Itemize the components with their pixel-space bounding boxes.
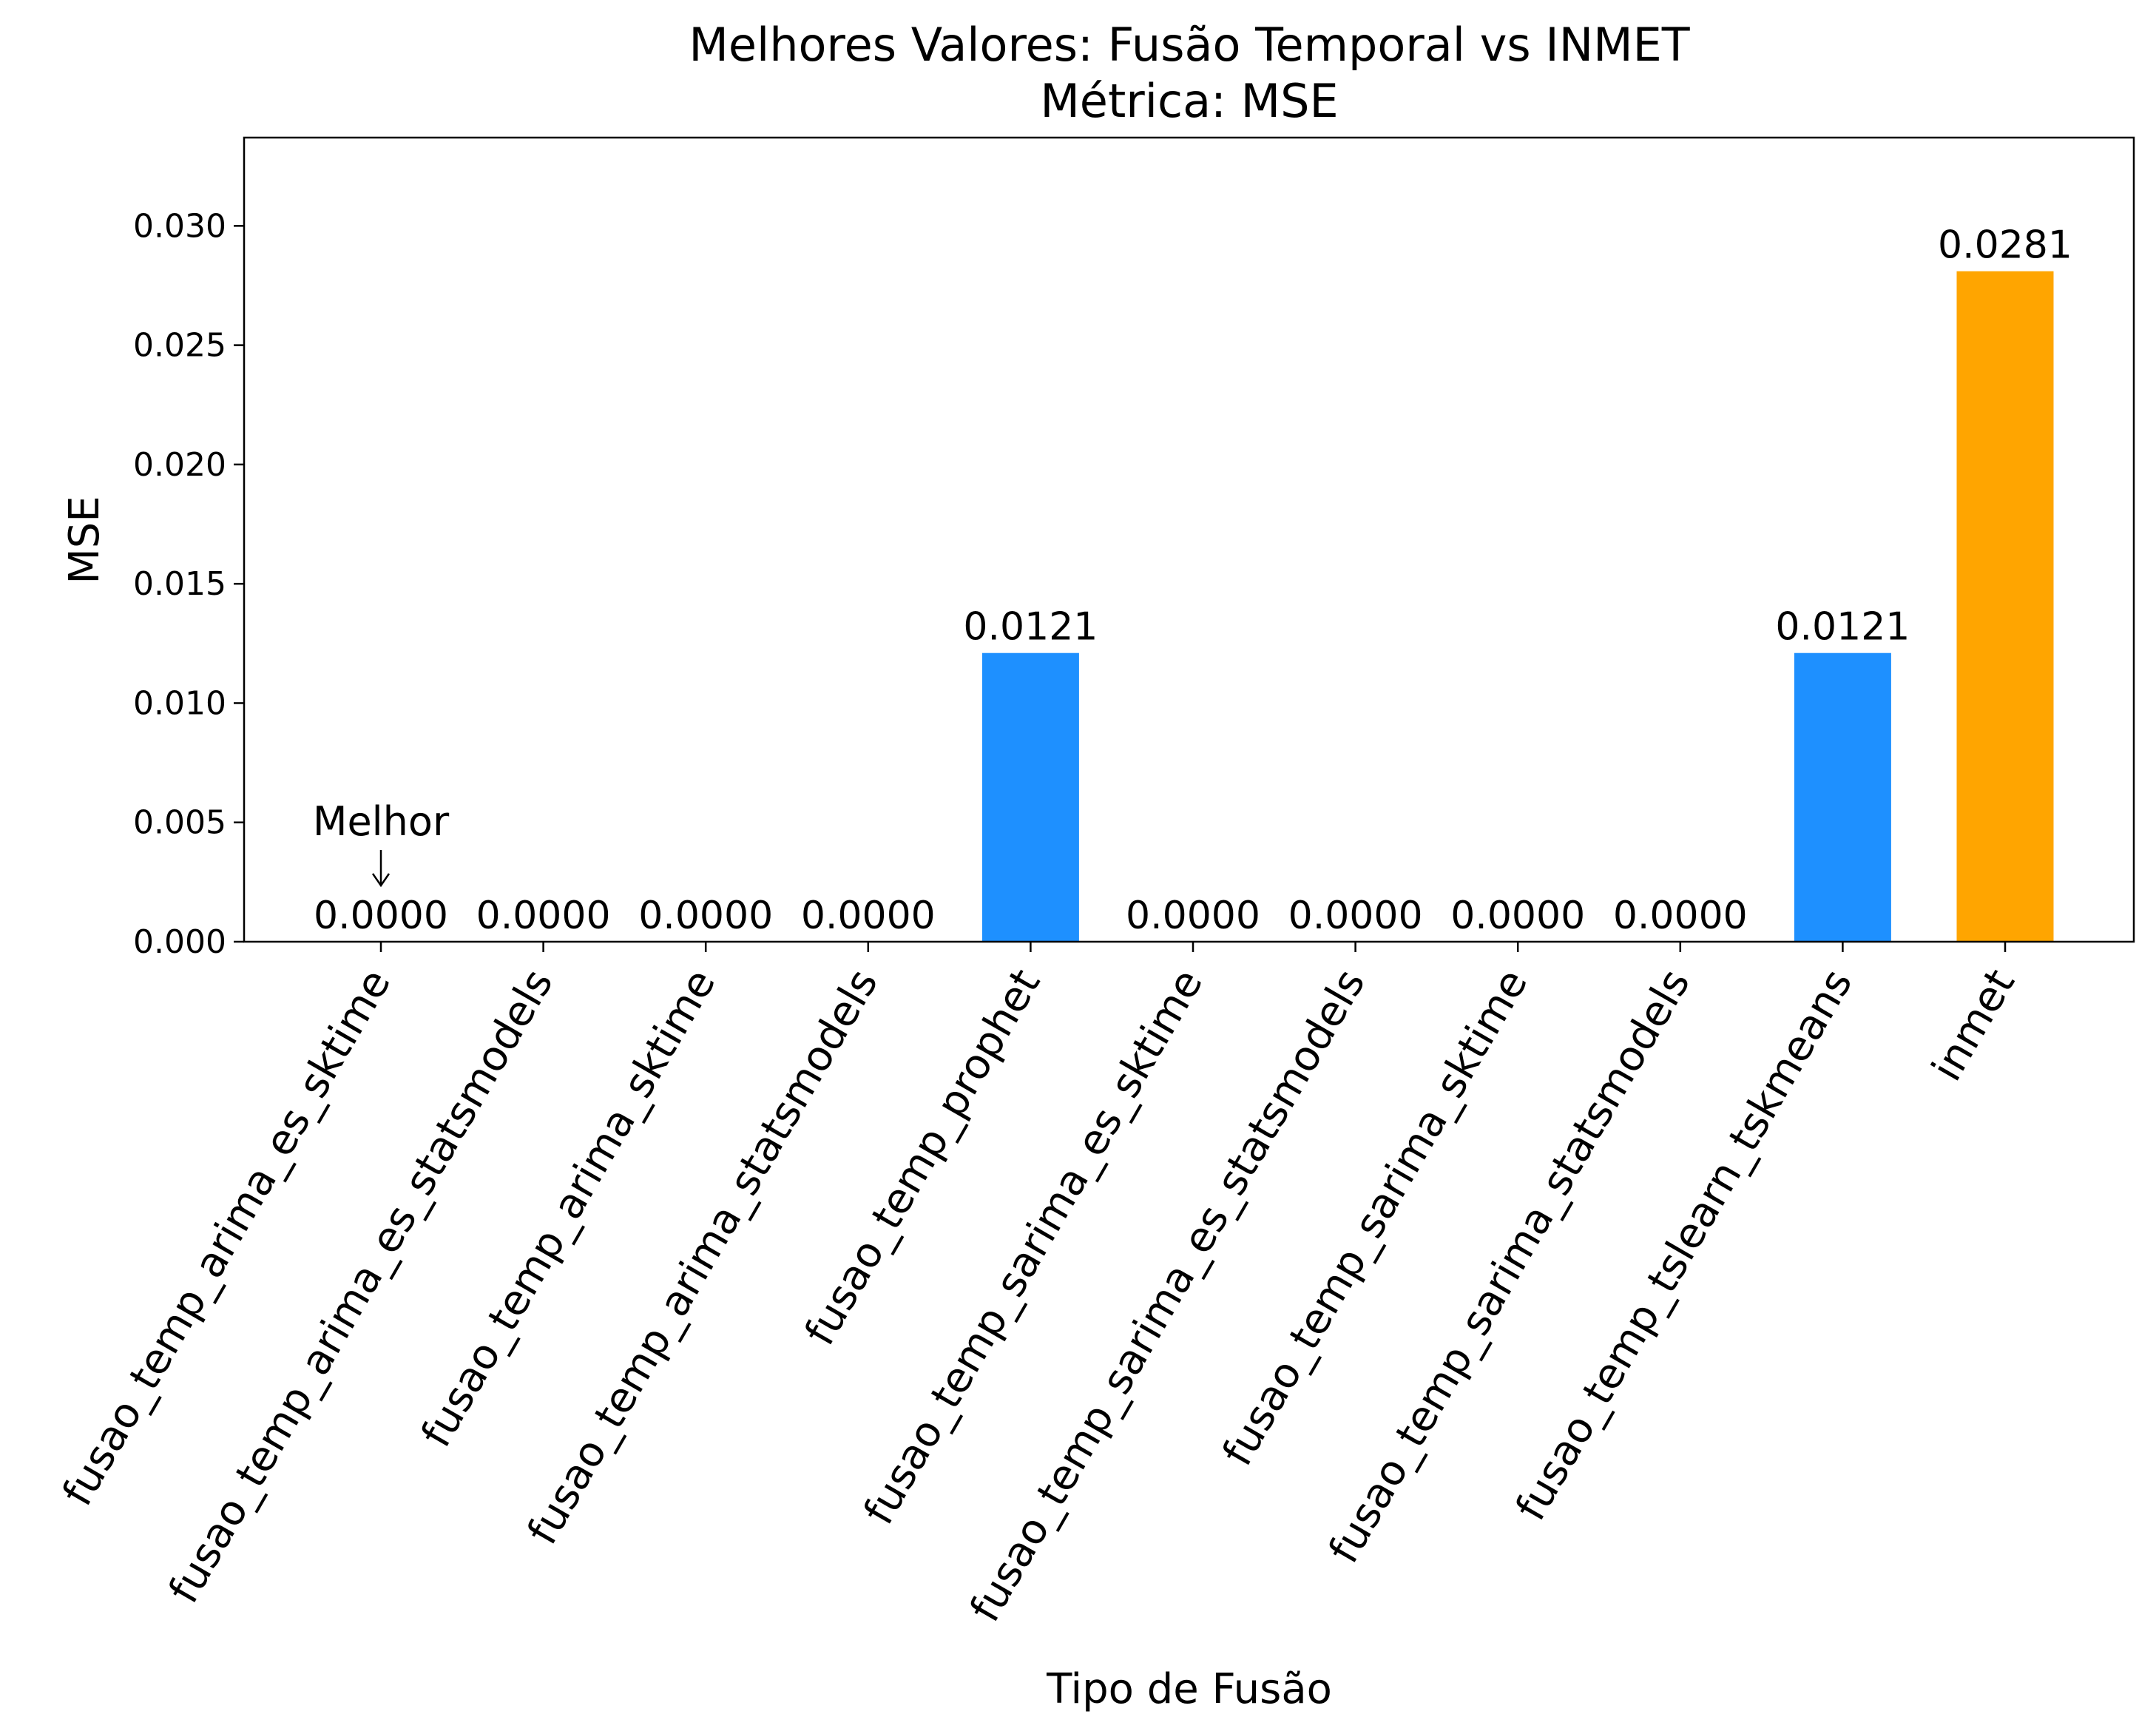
x-axis-label: Tipo de Fusão	[1046, 1665, 1332, 1713]
chart-title: Melhores Valores: Fusão Temporal vs INME…	[689, 18, 1690, 72]
annotation-arrow-head	[371, 873, 391, 888]
value-label-fusao_temp_arima_es_sktime: 0.0000	[314, 894, 448, 938]
bar-fusao_temp_tslearn_tskmeans	[1794, 652, 1891, 942]
value-label-inmet: 0.0281	[1938, 223, 2072, 268]
y-tick-label-0: 0.000	[133, 923, 226, 961]
value-label-fusao_temp_sarima_statsmodels: 0.0000	[1613, 894, 1748, 938]
value-labels-group: 0.0000 0.0000 0.0000 0.0000 0.0121 0.0000 0.00…	[314, 223, 2072, 938]
annotation-text: Melhor	[313, 798, 450, 845]
y-tick-label-3: 0.015	[133, 565, 226, 603]
y-tick-label-1: 0.005	[133, 804, 226, 842]
plot-frame	[243, 136, 2135, 943]
chart-subtitle: Métrica: MSE	[1040, 74, 1338, 128]
value-label-fusao_temp_arima_sktime: 0.0000	[638, 894, 773, 938]
y-axis: 0.000 0.005 0.010 0.015 0.020 0.025 0.030	[133, 207, 244, 961]
bars-group	[981, 271, 2054, 942]
y-tick-label-5: 0.025	[133, 327, 226, 365]
value-label-fusao_temp_prophet: 0.0121	[963, 605, 1098, 650]
y-axis-label: MSE	[61, 496, 109, 584]
value-label-fusao_temp_tslearn_tskmeans: 0.0121	[1775, 605, 1910, 650]
y-tick-label-6: 0.030	[133, 207, 226, 245]
value-label-fusao_temp_arima_es_statsmodels: 0.0000	[476, 894, 611, 938]
best-annotation: Melhor	[313, 798, 450, 888]
value-label-fusao_temp_sarima_es_statsmodels: 0.0000	[1288, 894, 1423, 938]
value-label-fusao_temp_sarima_sktime: 0.0000	[1450, 894, 1585, 938]
bar-inmet	[1956, 271, 2054, 942]
bar-fusao_temp_prophet	[981, 652, 1079, 942]
value-label-fusao_temp_sarima_es_sktime: 0.0000	[1126, 894, 1260, 938]
y-tick-label-4: 0.020	[133, 446, 226, 484]
value-label-fusao_temp_arima_statsmodels: 0.0000	[801, 894, 936, 938]
y-tick-label-2: 0.010	[133, 684, 226, 722]
